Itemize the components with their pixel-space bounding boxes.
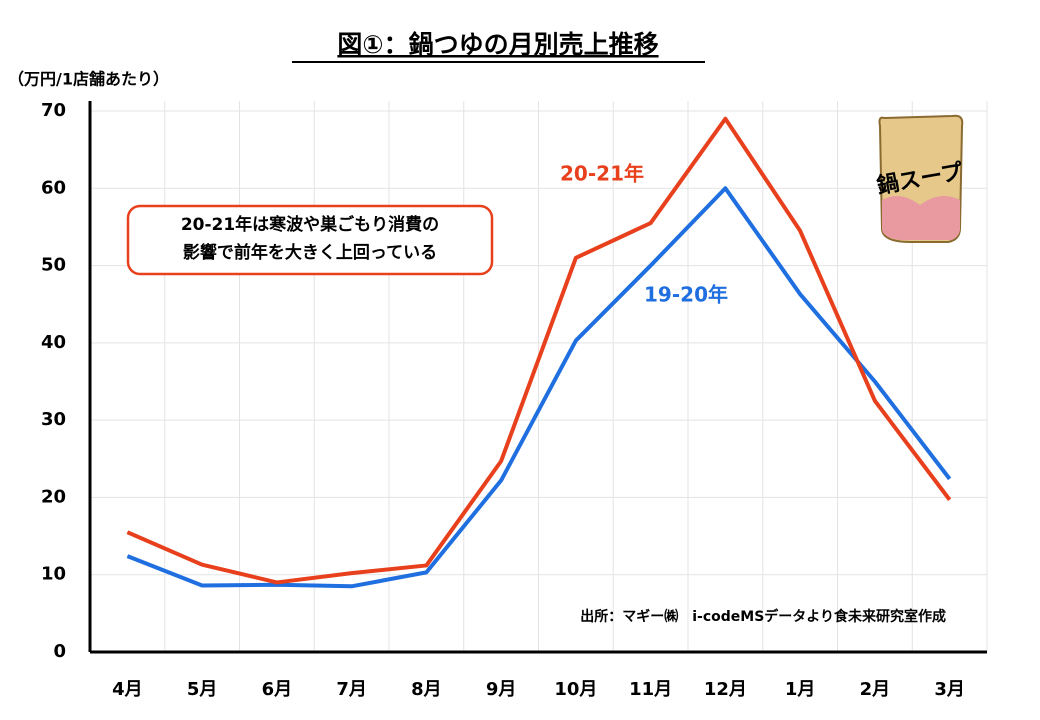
x-tick-label: 12月 <box>704 679 747 700</box>
illustration: 鍋スープ <box>875 114 966 243</box>
source-note: 出所：マギー㈱ i-codeMSデータより食未来研究室作成 <box>580 608 946 625</box>
x-tick-label: 5月 <box>187 679 218 700</box>
y-tick-label: 40 <box>41 332 66 353</box>
y-axis-label: （万円/1店舗あたり） <box>8 70 169 89</box>
annotation-text: 影響で前年を大きく上回っている <box>183 242 437 263</box>
x-tick-label: 7月 <box>336 679 367 700</box>
x-tick-label: 8月 <box>411 679 442 700</box>
y-tick-label: 70 <box>41 100 66 121</box>
y-tick-label: 50 <box>41 255 66 276</box>
y-tick-label: 0 <box>53 641 66 662</box>
y-tick-label: 30 <box>41 409 66 430</box>
x-tick-label: 4月 <box>112 679 143 700</box>
y-tick-label: 10 <box>41 564 66 585</box>
series-label: 19-20年 <box>644 283 728 307</box>
chart-title: 図①：鍋つゆの月別売上推移 <box>337 30 658 59</box>
annotation-box <box>126 204 494 276</box>
x-tick-label: 6月 <box>262 679 293 700</box>
series-label: 20-21年 <box>560 162 644 186</box>
x-tick-label: 11月 <box>629 679 672 700</box>
y-tick-label: 60 <box>41 177 66 198</box>
x-tick-label: 10月 <box>554 679 597 700</box>
series-line <box>126 186 952 589</box>
x-tick-label: 2月 <box>860 679 891 700</box>
series-line <box>126 116 952 585</box>
package-food <box>882 196 960 240</box>
y-tick-label: 20 <box>41 486 66 507</box>
x-tick-label: 9月 <box>486 679 517 700</box>
annotation-text: 20-21年は寒波や巣ごもり消費の <box>181 214 439 235</box>
x-tick-label: 3月 <box>934 679 965 700</box>
x-tick-label: 1月 <box>785 679 816 700</box>
